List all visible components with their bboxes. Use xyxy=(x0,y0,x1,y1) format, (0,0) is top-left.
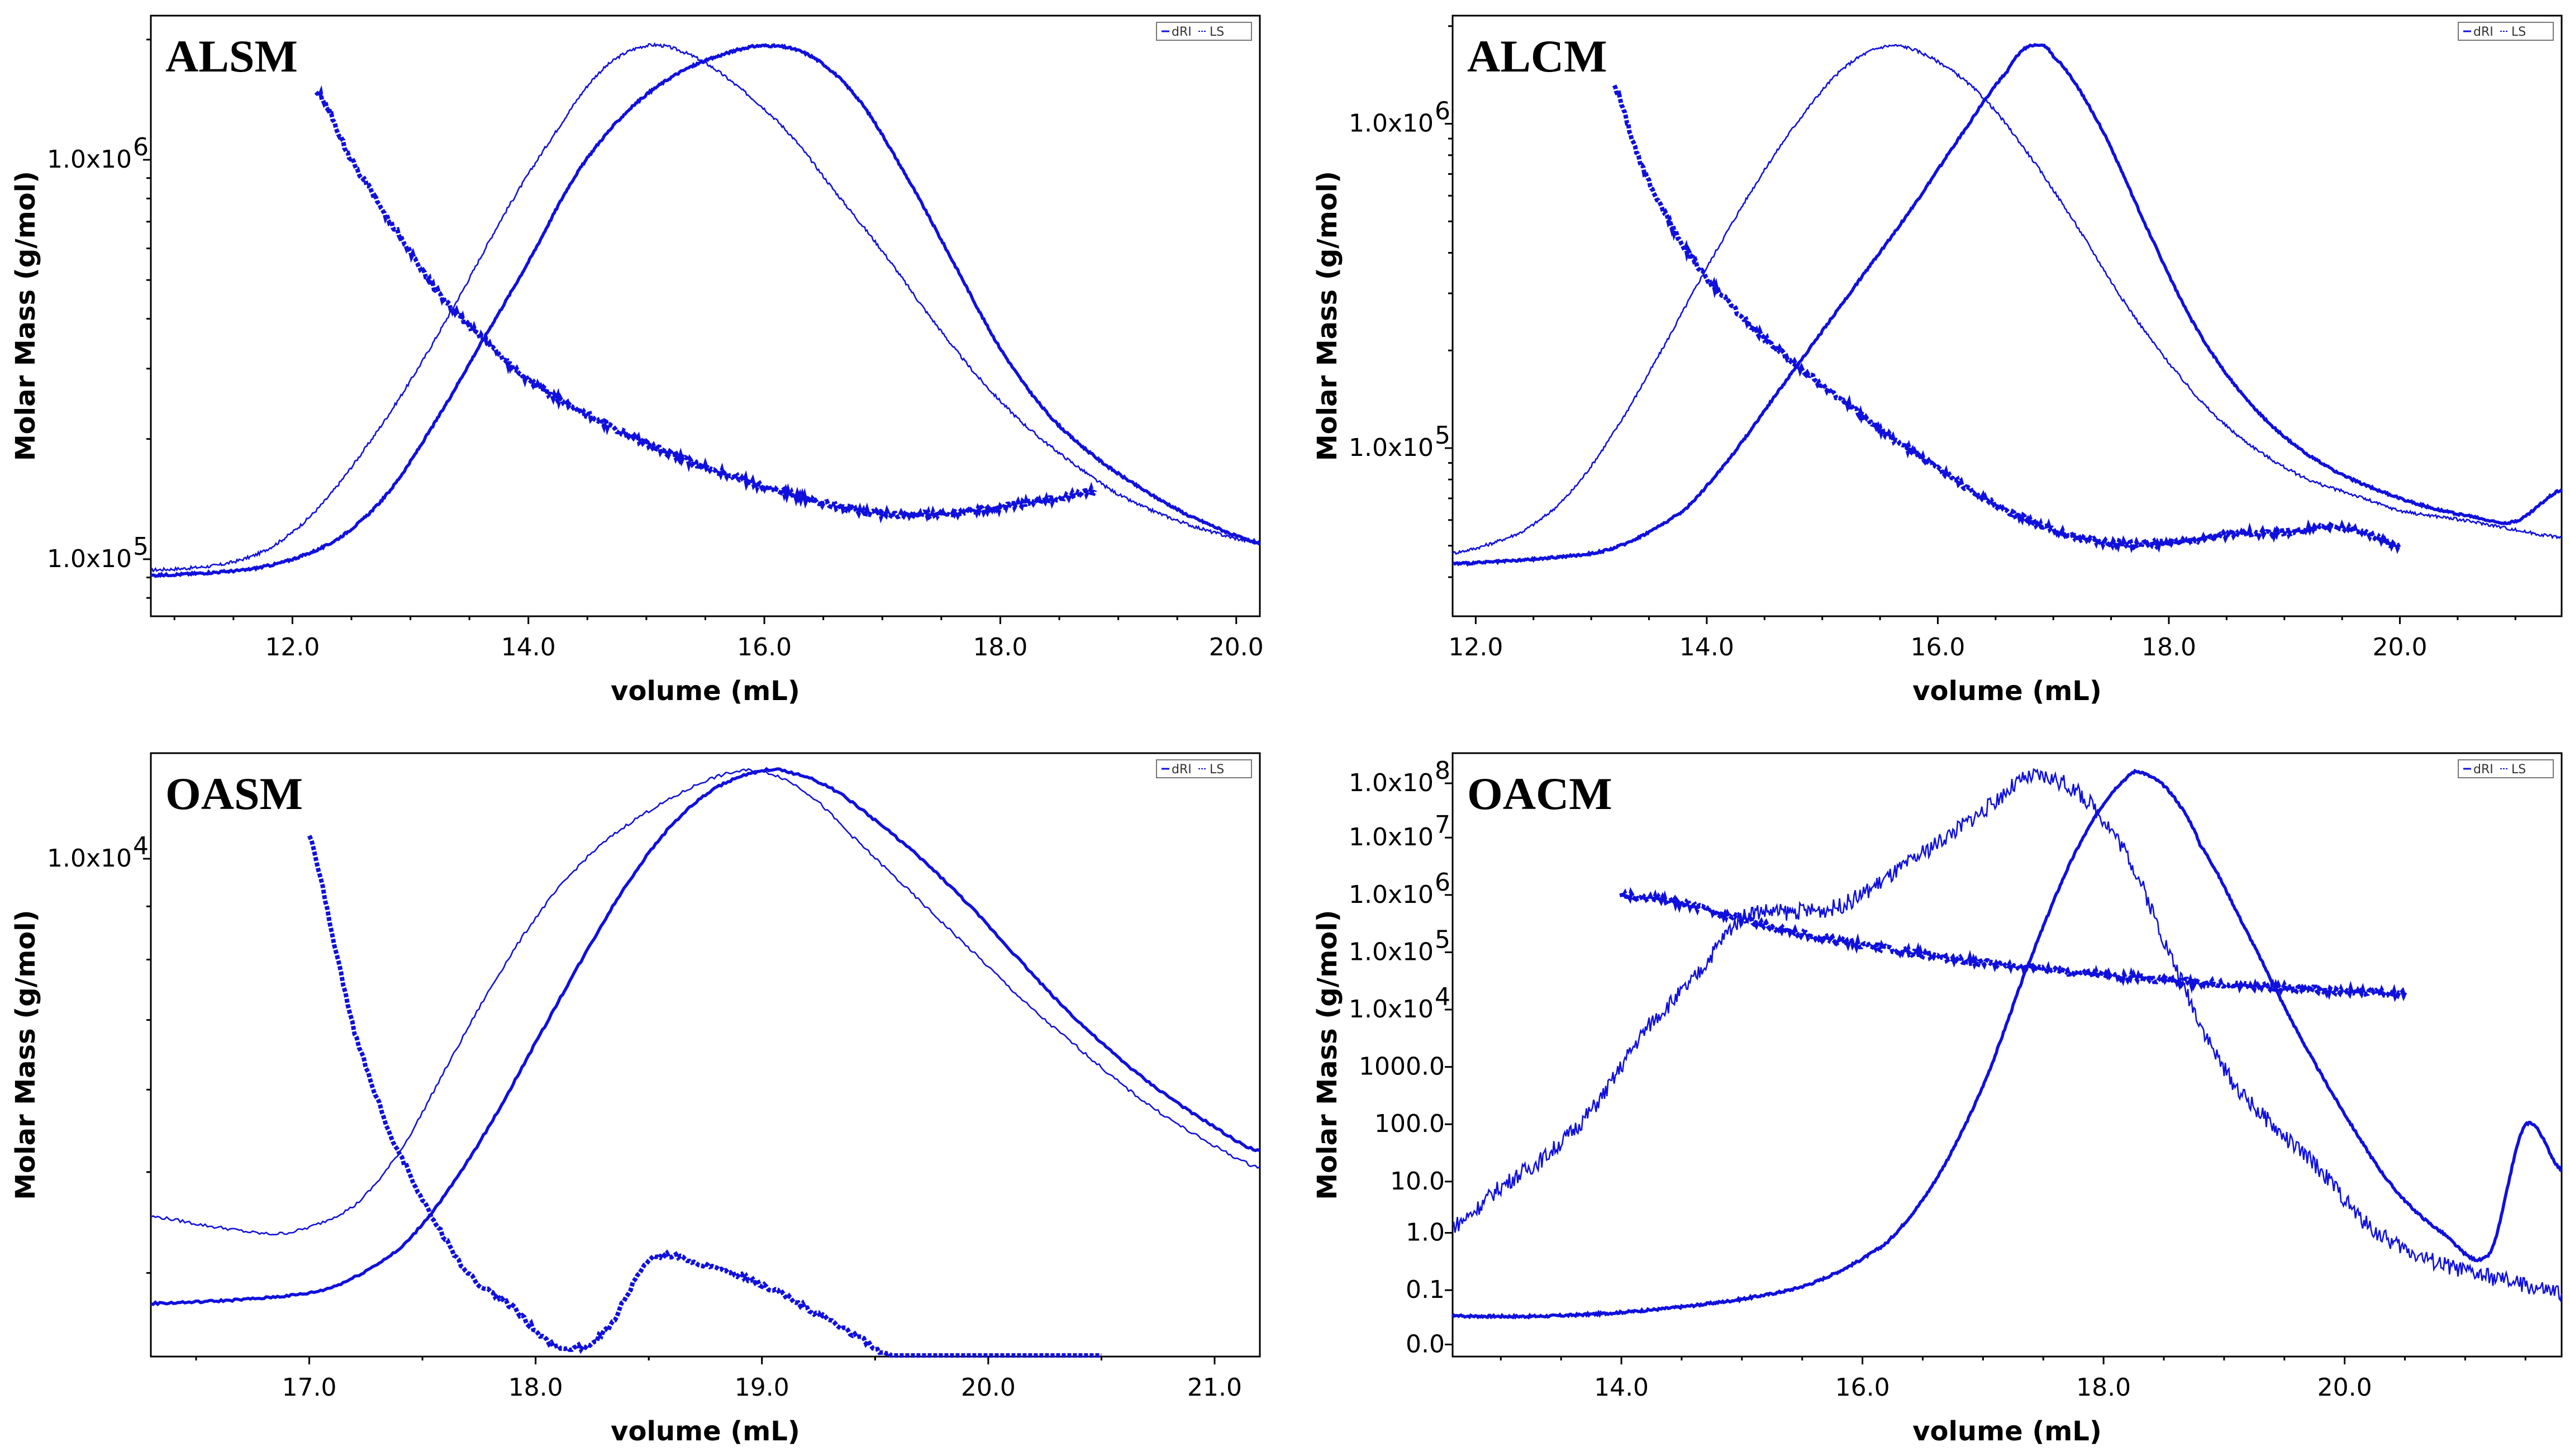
legend: dRI LS xyxy=(2458,22,2554,41)
series-molar-mass xyxy=(307,835,1102,1358)
x-tick-label: 16.0 xyxy=(1835,1373,1890,1402)
y-axis-label: Molar Mass (g/mol) xyxy=(1312,171,1343,461)
legend-dri-label: dRI xyxy=(2473,25,2493,39)
y-tick-label: 1.0x10 xyxy=(1349,769,1434,797)
chart-title: ALSM xyxy=(165,31,298,82)
series-molar-mass xyxy=(1612,84,2401,554)
x-axis-label: volume (mL) xyxy=(1912,675,2102,707)
series-ls xyxy=(150,768,1260,1236)
legend-ls-label: LS xyxy=(1210,763,1224,777)
x-axis-label: volume (mL) xyxy=(611,1416,800,1447)
x-tick-label: 20.0 xyxy=(961,1373,1016,1402)
x-tick-label: 12.0 xyxy=(265,633,320,662)
legend-box xyxy=(2458,22,2554,41)
legend-ls-label: LS xyxy=(2511,25,2526,39)
chart-title: OACM xyxy=(1467,768,1612,819)
plot-area xyxy=(150,752,1261,1358)
x-tick-label: 18.0 xyxy=(973,633,1027,662)
y-tick-exponent: 6 xyxy=(133,133,149,161)
legend-dri-label: dRI xyxy=(1172,25,1192,39)
y-tick-label: 1.0x10 xyxy=(1349,995,1434,1024)
x-tick-label: 18.0 xyxy=(2076,1373,2131,1402)
y-tick-label: 1.0x10 xyxy=(1349,938,1434,966)
y-tick-label: 1.0x10 xyxy=(47,545,132,573)
y-tick-exponent: 8 xyxy=(1435,756,1450,785)
x-tick-label: 14.0 xyxy=(1679,633,1734,662)
y-tick-label: 10.0 xyxy=(1390,1167,1445,1196)
x-tick-label: 18.0 xyxy=(2141,633,2196,662)
y-tick-label: 1.0x10 xyxy=(1349,823,1434,851)
x-axis-label: volume (mL) xyxy=(1912,1416,2102,1447)
y-axis-label: Molar Mass (g/mol) xyxy=(10,171,41,461)
x-tick-label: 16.0 xyxy=(1910,633,1965,662)
legend-ls-label: LS xyxy=(1210,25,1224,39)
y-tick-label: 1000.0 xyxy=(1359,1053,1445,1081)
chart-oacm: OACM dRI LS 14.0 16.0 18.0 20.0 0.0 0.1 1.0 10.0 10… xyxy=(1312,752,2563,1447)
x-tick-label: 19.0 xyxy=(735,1373,789,1402)
x-axis-label: volume (mL) xyxy=(611,675,800,707)
y-tick-label: 0.0 xyxy=(1406,1330,1445,1358)
series-molar-mass xyxy=(314,85,1097,526)
y-tick-exponent: 5 xyxy=(1435,421,1450,450)
y-tick-exponent: 5 xyxy=(1435,925,1450,954)
legend: dRI LS xyxy=(1156,22,1252,41)
legend-dri-label: dRI xyxy=(1172,763,1192,777)
plot-area xyxy=(1451,752,2563,1358)
x-tick-label: 20.0 xyxy=(1209,633,1264,662)
y-tick-exponent: 4 xyxy=(133,832,149,860)
series-ls xyxy=(1451,44,2562,555)
y-tick-label: 1.0 xyxy=(1406,1219,1445,1247)
plot-area xyxy=(150,15,1261,617)
legend-dri-label: dRI xyxy=(2473,763,2493,777)
y-tick-exponent: 6 xyxy=(1435,868,1450,897)
y-tick-label: 1.0x10 xyxy=(47,844,132,873)
y-tick-exponent: 5 xyxy=(133,532,149,561)
y-tick-exponent: 4 xyxy=(1435,983,1450,1011)
x-tick-label: 21.0 xyxy=(1187,1373,1242,1402)
series-ls xyxy=(1451,768,2563,1302)
legend: dRI LS xyxy=(2458,759,2554,778)
x-tick-label: 16.0 xyxy=(737,633,792,662)
series-molar-mass xyxy=(1619,887,2407,1003)
y-tick-exponent: 6 xyxy=(1435,97,1450,126)
x-tick-label: 20.0 xyxy=(2373,633,2428,662)
series-dri xyxy=(1451,768,2563,1320)
series-dri xyxy=(150,43,1261,578)
y-tick-label: 1.0x10 xyxy=(1349,434,1434,462)
chart-title: ALCM xyxy=(1467,31,1607,82)
legend: dRI LS xyxy=(1156,759,1252,778)
y-tick-label: 1.0x10 xyxy=(1349,110,1434,138)
chart-title: OASM xyxy=(165,768,303,819)
y-tick-exponent: 7 xyxy=(1435,811,1450,839)
legend-ls-label: LS xyxy=(2511,763,2526,777)
y-tick-label: 1.0x10 xyxy=(47,145,132,174)
y-tick-label: 0.1 xyxy=(1406,1276,1445,1304)
x-tick-label: 17.0 xyxy=(282,1373,337,1402)
y-tick-label: 1.0x10 xyxy=(1349,881,1434,909)
x-tick-label: 18.0 xyxy=(508,1373,563,1402)
x-tick-label: 12.0 xyxy=(1448,633,1503,662)
plot-area xyxy=(1451,15,2563,617)
series-dri xyxy=(1452,42,2563,567)
chart-oasm: OASM dRI LS 17.0 18.0 19.0 20.0 21.0 1.0x10 4 volu… xyxy=(10,752,1261,1447)
y-axis-label: Molar Mass (g/mol) xyxy=(10,910,41,1200)
y-tick-label: 100.0 xyxy=(1374,1110,1445,1138)
x-tick-label: 20.0 xyxy=(2317,1373,2372,1402)
series-dri xyxy=(150,767,1260,1306)
x-tick-label: 14.0 xyxy=(501,633,556,662)
x-tick-label: 14.0 xyxy=(1594,1373,1649,1402)
y-axis-label: Molar Mass (g/mol) xyxy=(1312,910,1343,1200)
